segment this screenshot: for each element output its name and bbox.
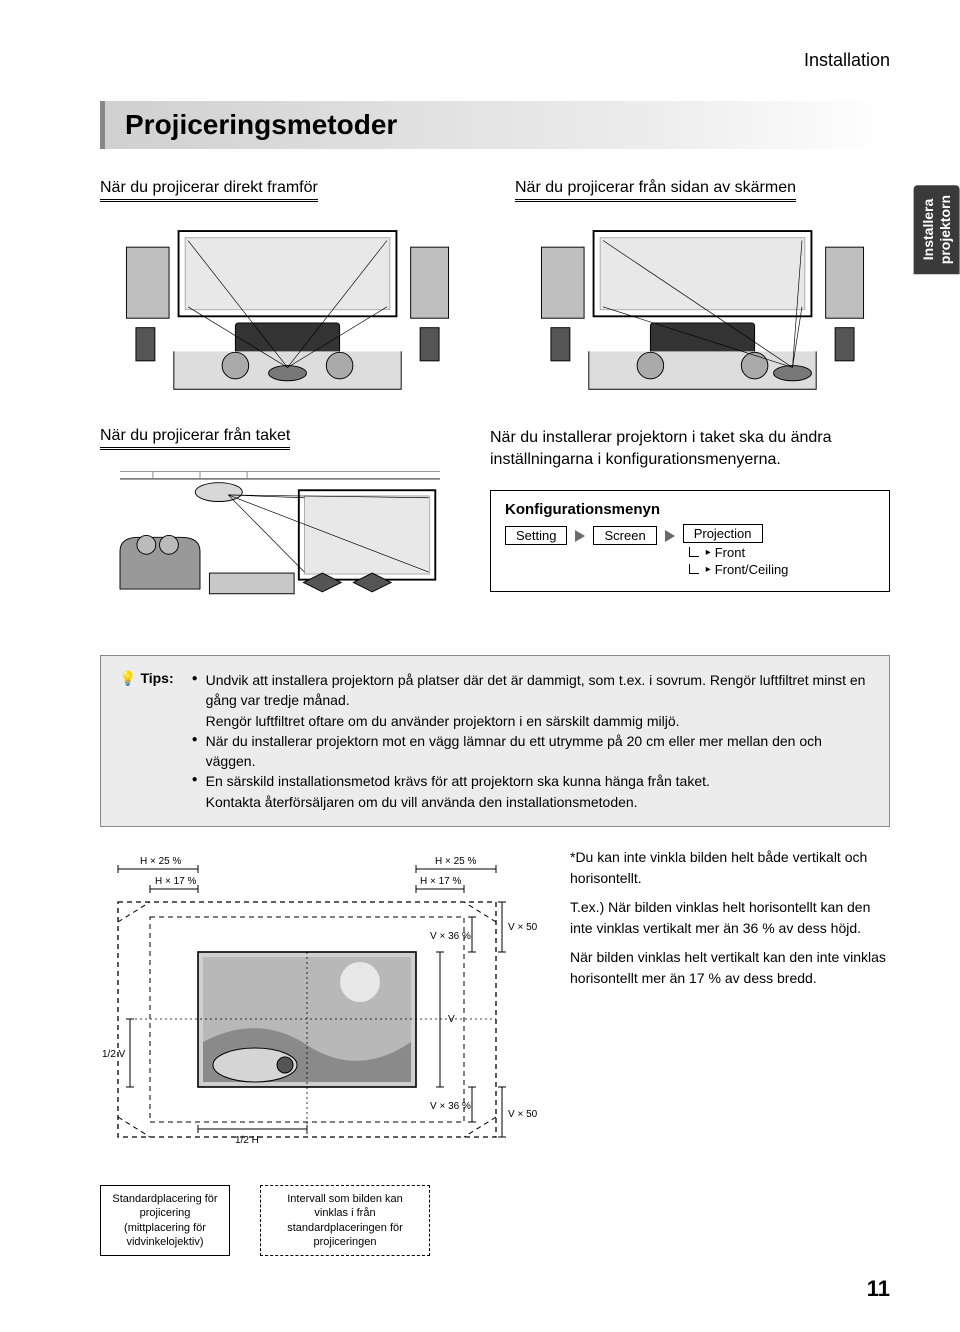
label-h17-right: H × 17 %	[420, 876, 462, 887]
tips-item: Rengör luftfiltret oftare om du använder…	[192, 711, 871, 731]
lightbulb-icon: 💡	[119, 670, 136, 687]
menu-screen: Screen	[593, 526, 656, 545]
method-side-title: När du projicerar från sidan av skärmen	[515, 179, 796, 202]
tips-item: Kontakta återförsäljaren om du vill anvä…	[192, 792, 871, 812]
menu-projection: Projection	[683, 524, 763, 543]
label-v: V	[448, 1014, 455, 1025]
note-p2a: T.ex.) När bilden vinklas helt horisonte…	[570, 897, 890, 939]
page-number: 11	[100, 1276, 890, 1302]
menu-sub-front: Front	[715, 545, 745, 560]
config-menu-box: Konfigurationsmenyn Setting Screen Proje…	[490, 490, 890, 592]
side-tab: Installera projektorn	[914, 185, 960, 274]
side-tab-line1: Installera	[920, 199, 936, 260]
note-p2b: När bilden vinklas helt vertikalt kan de…	[570, 947, 890, 989]
lens-shift-diagram: H × 25 % H × 17 % H × 25 % H × 17 % V × …	[100, 847, 540, 1157]
label-half-h: 1/2 H	[235, 1135, 259, 1146]
label-half-v: 1/2 V	[102, 1049, 126, 1060]
menu-setting: Setting	[505, 526, 567, 545]
menu-sub-front-ceiling: Front/Ceiling	[715, 562, 789, 577]
side-tab-line2: projektorn	[937, 195, 953, 264]
method-front-title: När du projicerar direkt framför	[100, 179, 318, 202]
note-p1: *Du kan inte vinkla bilden helt både ver…	[570, 847, 890, 889]
label-h25-right: H × 25 %	[435, 856, 477, 867]
front-projection-illustration	[100, 214, 475, 394]
ceiling-note: När du installerar projektorn i taket sk…	[490, 427, 890, 472]
arrow-icon	[575, 530, 585, 542]
method-ceiling-title: När du projicerar från taket	[100, 427, 290, 450]
tips-label: Tips:	[140, 670, 173, 686]
tips-item: En särskild installationsmetod krävs för…	[192, 771, 871, 791]
legend-solid: Standardplacering för projicering (mittp…	[100, 1185, 230, 1256]
label-v36-top: V × 36 %	[430, 931, 471, 942]
tips-item: När du installerar projektorn mot en väg…	[192, 731, 871, 772]
legend-dashed: Intervall som bilden kan vinklas i från …	[260, 1185, 430, 1256]
tips-box: 💡Tips: Undvik att installera projektorn …	[100, 655, 890, 827]
label-v50-bot: V × 50 %	[508, 1109, 540, 1120]
tips-list: Undvik att installera projektorn på plat…	[192, 670, 871, 812]
label-v50-top: V × 50 %	[508, 922, 540, 933]
label-h17-left: H × 17 %	[155, 876, 197, 887]
section-title: Projiceringsmetoder	[100, 101, 890, 149]
ceiling-projection-illustration	[100, 462, 460, 622]
tips-item: Undvik att installera projektorn på plat…	[192, 670, 871, 711]
page-header: Installation	[100, 50, 890, 71]
config-title: Konfigurationsmenyn	[505, 501, 875, 518]
arrow-icon	[665, 530, 675, 542]
side-projection-illustration	[515, 214, 890, 394]
label-h25-left: H × 25 %	[140, 856, 182, 867]
label-v36-bot: V × 36 %	[430, 1101, 471, 1112]
